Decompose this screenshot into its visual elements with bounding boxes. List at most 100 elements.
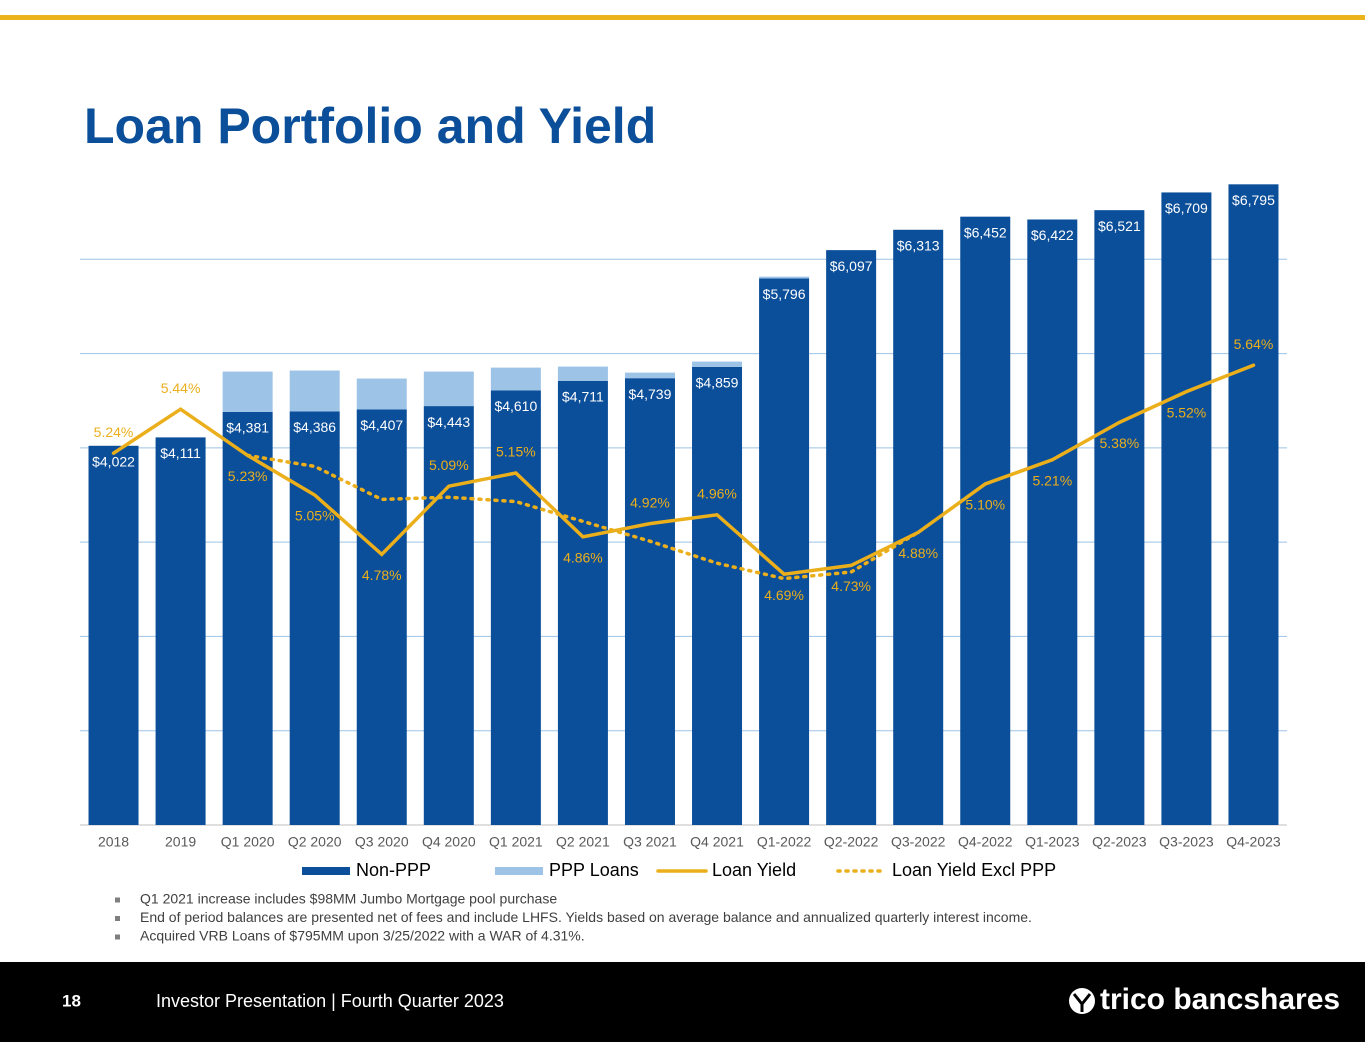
point-label: 5.21% [1032,473,1072,489]
bar-label: $4,739 [629,386,672,402]
bar-label: $6,313 [897,237,940,253]
bar [490,390,541,825]
bar-label: $4,859 [696,375,739,391]
point-label: 5.44% [161,380,201,396]
x-tick-label: Q1 2020 [221,834,275,850]
point-label: 5.38% [1100,435,1140,451]
x-tick-label: Q1-2022 [757,834,812,850]
bar [557,366,608,381]
bar [88,445,139,825]
bullet [115,934,120,940]
bar [356,378,407,410]
point-label: 5.15% [496,444,536,460]
legend-label: Loan Yield [712,860,796,880]
bar [624,372,675,379]
bar [155,437,206,825]
line [245,453,920,581]
point-label: 5.10% [965,497,1005,513]
bar [222,411,273,825]
bar [423,371,474,407]
x-tick-label: Q2 2020 [288,834,342,850]
legend-swatch [302,867,350,875]
bar [759,278,810,825]
point-label: 4.92% [630,494,670,510]
footer-bar [0,962,1365,1042]
point-label: 5.24% [94,424,134,440]
x-tick-label: Q1-2023 [1025,834,1080,850]
point-label: 4.96% [697,486,737,502]
x-tick-label: Q2-2023 [1092,834,1147,850]
bar-label: $6,422 [1031,227,1074,243]
bar [356,409,407,825]
x-tick-label: Q3 2020 [355,834,409,850]
bar [960,216,1011,825]
point-label: 5.05% [295,508,335,524]
page-number: 18 [62,991,81,1010]
bar [826,250,877,825]
bar [423,406,474,825]
logo-text: trico bancshares [1100,983,1340,1016]
x-tick-label: Q4-2023 [1226,834,1281,850]
bar-label: $4,111 [160,445,201,461]
logo-icon [1069,988,1095,1014]
bar [289,411,340,825]
point-label: 4.73% [831,578,871,594]
legend-swatch [495,867,543,875]
footnote: Q1 2021 increase includes $98MM Jumbo Mo… [140,891,557,907]
x-tick-label: Q1 2021 [489,834,543,850]
bar-label: $6,795 [1232,192,1275,208]
top-rule [0,15,1365,20]
point-label: 5.52% [1167,404,1207,420]
slide-title: Loan Portfolio and Yield [84,98,656,154]
bar [1094,210,1145,826]
x-tick-label: Q4-2022 [958,834,1013,850]
bullet [115,897,120,903]
legend-label: Loan Yield Excl PPP [892,860,1056,880]
legend-label: PPP Loans [549,860,639,880]
bar [692,366,743,825]
bar-label: $6,521 [1098,218,1141,234]
x-tick-label: 2018 [98,834,129,850]
x-tick-label: Q4 2020 [422,834,476,850]
point-label: 5.09% [429,457,469,473]
point-label: 4.78% [362,567,402,583]
x-tick-label: Q3 2021 [623,834,677,850]
legend-label: Non-PPP [356,860,431,880]
bullet [115,916,120,921]
footer-text: Investor Presentation | Fourth Quarter 2… [156,991,504,1011]
bar-label: $4,386 [293,419,336,435]
x-tick-label: Q4 2021 [690,834,744,850]
bar-label: $4,443 [427,414,470,430]
bar-label: $4,610 [494,398,537,414]
bar [624,378,675,825]
point-label: 4.86% [563,550,603,566]
line [111,363,1256,577]
bar [222,371,273,412]
x-tick-label: Q3-2023 [1159,834,1214,850]
bar-label: $5,796 [763,286,806,302]
x-tick-label: Q3-2022 [891,834,946,850]
point-label: 4.88% [898,545,938,561]
footnote: End of period balances are presented net… [140,909,1032,925]
point-label: 5.23% [228,468,268,484]
point-label: 4.69% [764,587,804,603]
bar-label: $6,709 [1165,200,1208,216]
bar [759,276,810,279]
bar-label: $4,711 [562,389,604,405]
x-tick-label: Q2 2021 [556,834,610,850]
bar-label: $4,407 [360,417,403,433]
x-tick-label: Q2-2022 [824,834,879,850]
point-label: 5.64% [1234,336,1274,352]
bar-label: $4,381 [226,420,269,436]
bar [490,367,541,391]
bar-label: $6,452 [964,224,1007,240]
bar [1228,184,1279,826]
bar [557,380,608,825]
bar [289,370,340,412]
bar [1027,219,1078,826]
bar-label: $4,022 [92,453,135,469]
footnote: Acquired VRB Loans of $795MM upon 3/25/2… [140,928,585,944]
x-tick-label: 2019 [165,834,196,850]
bar-label: $6,097 [830,258,873,274]
